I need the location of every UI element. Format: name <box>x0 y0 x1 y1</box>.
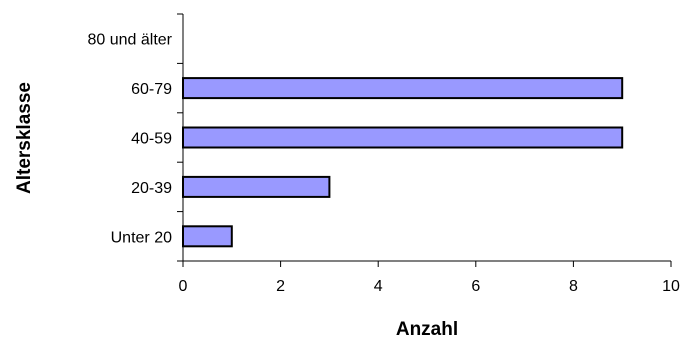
x-tick-label: 6 <box>471 278 480 295</box>
x-tick-label: 4 <box>374 278 383 295</box>
bar <box>182 77 624 100</box>
x-tick-label: 10 <box>662 278 680 295</box>
y-tick-label: 20-39 <box>131 180 172 197</box>
bar <box>182 126 624 149</box>
y-tick-label: 80 und älter <box>87 32 172 49</box>
x-axis-title: Anzahl <box>396 319 458 340</box>
y-tick-label: Unter 20 <box>111 229 172 246</box>
x-tick-label: 0 <box>179 278 188 295</box>
bar <box>182 175 331 198</box>
y-tick-label: 60-79 <box>131 81 172 98</box>
x-tick-label: 2 <box>276 278 285 295</box>
y-axis-title: Altersklasse <box>14 82 35 194</box>
plot-area: 0 2 4 6 8 10 Unter 20 20-39 40-59 60-79 80 und ält… <box>87 13 680 295</box>
y-tick-label: 40-59 <box>131 131 172 148</box>
bar <box>182 225 233 248</box>
x-tick-label: 8 <box>569 278 578 295</box>
